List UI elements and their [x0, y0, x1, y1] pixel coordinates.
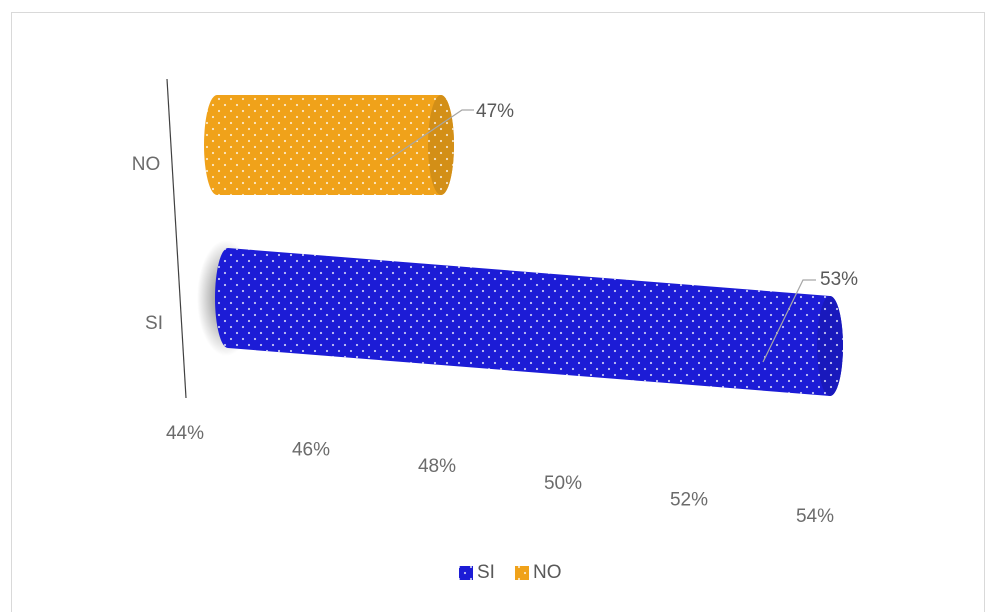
data-label: 47% [476, 101, 514, 122]
legend-item-si: SI [459, 562, 495, 583]
x-tick-label: 44% [166, 423, 204, 444]
x-tick-label: 46% [292, 440, 330, 461]
category-label: NO [132, 154, 161, 175]
bar-no [204, 95, 454, 195]
category-label: SI [145, 313, 163, 334]
x-tick-label: 54% [796, 506, 834, 527]
legend-label: SI [477, 562, 495, 583]
bar-si [197, 240, 843, 396]
x-axis-ticks: 44% 46% 48% 50% 52% 54% [166, 423, 834, 527]
x-tick-label: 50% [544, 473, 582, 494]
data-labels: 53% 47% [476, 101, 858, 290]
leader-line [387, 109, 474, 161]
bars [197, 95, 843, 396]
legend-label: NO [533, 562, 562, 583]
legend-swatch-texture [459, 566, 473, 580]
leader-line [762, 279, 816, 363]
bar-texture [204, 95, 454, 195]
category-labels: SI NO [132, 154, 163, 334]
legend-swatch-texture [515, 566, 529, 580]
chart-frame [11, 12, 985, 612]
bar-end-cap-texture [817, 296, 843, 396]
data-label: 53% [820, 269, 858, 290]
legend-item-no: NO [515, 562, 562, 583]
y-axis-line [166, 78, 187, 399]
bar-texture [215, 248, 843, 396]
legend: SI NO [459, 562, 562, 583]
bar-end-cap-texture [428, 95, 454, 195]
data-label-leaders [387, 109, 816, 363]
x-tick-label: 48% [418, 456, 456, 477]
x-tick-label: 52% [670, 489, 708, 510]
